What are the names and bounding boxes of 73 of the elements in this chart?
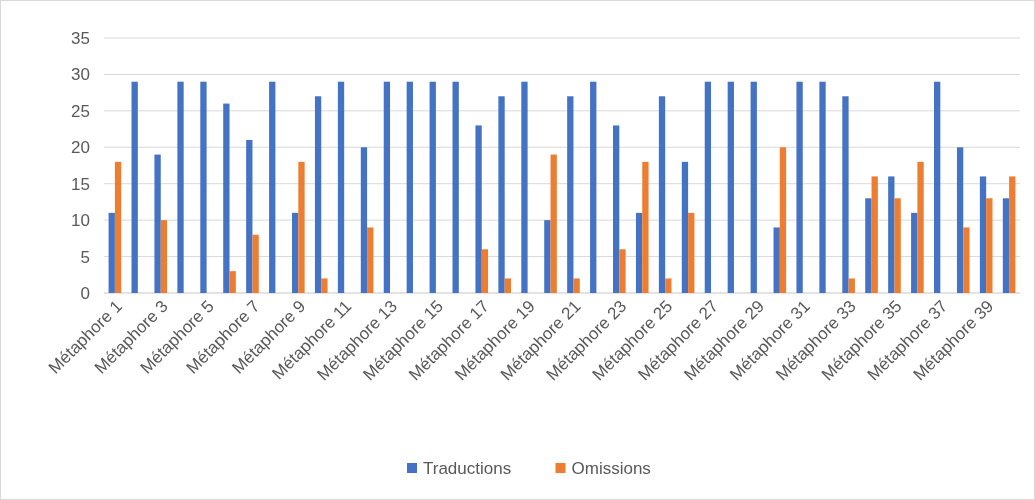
bar: [504, 278, 511, 293]
bar: [429, 81, 436, 293]
bar: [727, 81, 734, 293]
bar: [337, 81, 345, 293]
bar: [613, 125, 620, 293]
y-tick-label: 35: [71, 28, 90, 48]
y-tick-label: 30: [71, 65, 90, 85]
bar: [573, 278, 580, 293]
bar: [452, 81, 459, 293]
bar: [704, 81, 712, 293]
bar: [131, 81, 138, 293]
bar: [292, 212, 299, 293]
bar: [200, 81, 207, 293]
bar: [635, 212, 643, 293]
y-tick-label: 5: [80, 247, 90, 267]
bar: [1009, 176, 1016, 293]
bar: [314, 96, 322, 293]
bar: [177, 81, 184, 293]
bar: [475, 125, 482, 293]
bar: [917, 161, 924, 293]
bar: [963, 227, 970, 293]
bar: [590, 81, 597, 293]
bar: [321, 278, 328, 293]
bar: [550, 154, 557, 293]
bar: [298, 161, 305, 293]
y-tick-label: 0: [80, 283, 90, 303]
bar: [956, 147, 964, 293]
bar: [481, 249, 489, 293]
bar: [154, 154, 161, 293]
bar: [796, 81, 803, 293]
bar: [252, 234, 259, 293]
bar: [888, 176, 895, 293]
bar: [114, 161, 122, 293]
bar: [619, 249, 626, 293]
legend-label: Omissions: [571, 458, 651, 478]
bar: [367, 227, 374, 293]
bar: [521, 81, 528, 293]
bar: [934, 81, 941, 293]
bar: [773, 227, 780, 293]
bar: [160, 220, 168, 293]
y-tick-label: 25: [71, 101, 90, 121]
bar: [865, 198, 872, 293]
bar: [269, 81, 276, 293]
bar: [871, 176, 878, 293]
bar: [750, 81, 757, 293]
bar: [642, 161, 649, 293]
bar: [894, 198, 901, 293]
bar: [544, 220, 551, 293]
bar: [848, 278, 855, 293]
bar: [911, 212, 918, 293]
y-tick-label: 10: [71, 211, 90, 231]
bar: [1002, 198, 1010, 293]
bar: [842, 96, 849, 293]
bar: [979, 176, 987, 293]
bar: [681, 161, 689, 293]
bar: [406, 81, 413, 293]
legend-label: Traductions: [423, 458, 512, 478]
bar: [779, 147, 787, 293]
bar: [688, 212, 695, 293]
bar: [567, 96, 574, 293]
bar: [665, 278, 672, 293]
y-tick-label: 15: [71, 174, 90, 194]
bar: [819, 81, 826, 293]
bar: [986, 198, 993, 293]
y-tick-label: 20: [71, 138, 90, 158]
bar: [360, 147, 368, 293]
bar: [223, 103, 230, 293]
bar: [383, 81, 391, 293]
bar: [108, 212, 115, 293]
bar: [498, 96, 505, 293]
bar: [229, 271, 236, 293]
bar: [658, 96, 666, 293]
bar: [246, 140, 253, 293]
